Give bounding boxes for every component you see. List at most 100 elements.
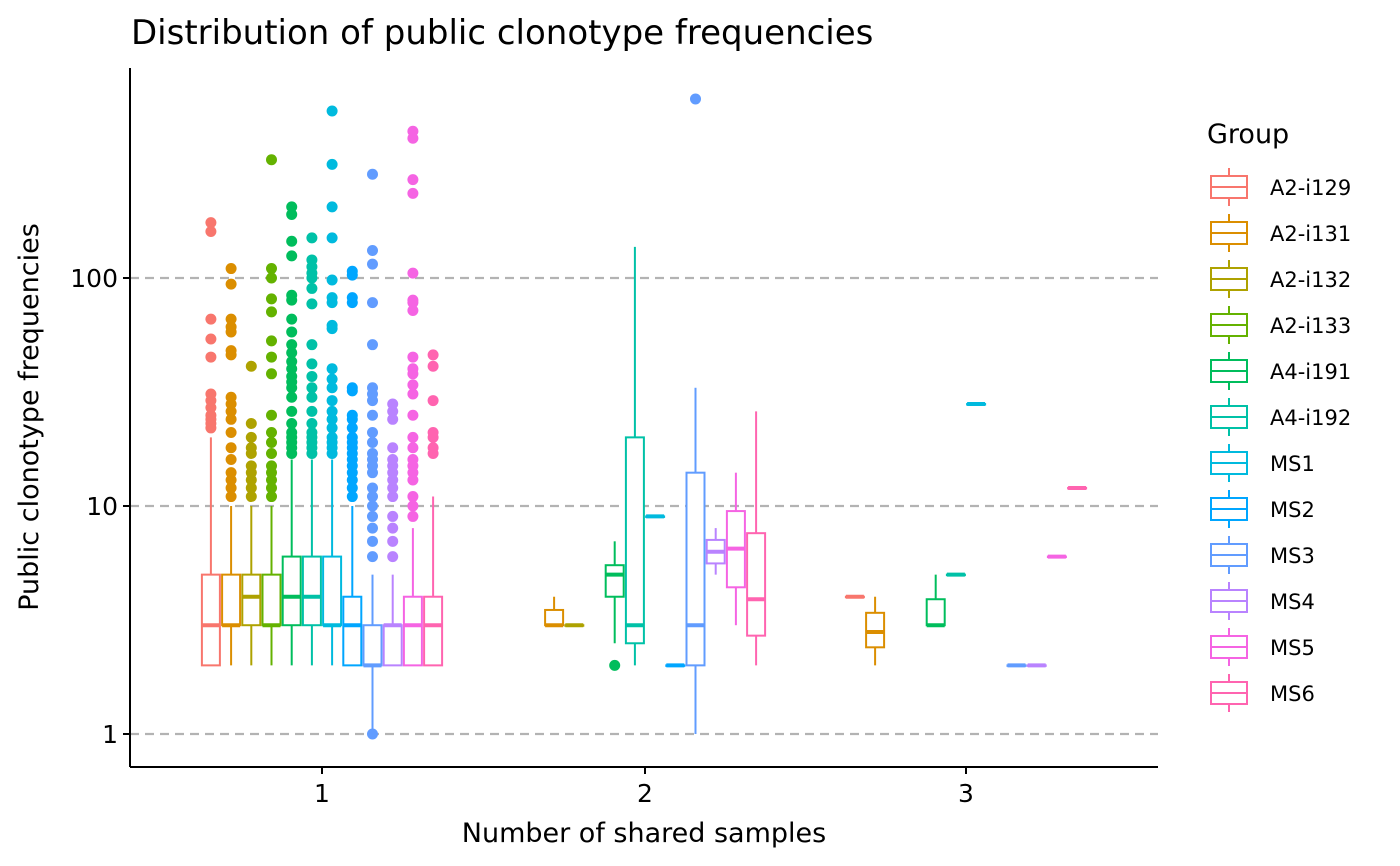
outlier-point xyxy=(326,413,338,425)
outlier-point xyxy=(346,382,358,394)
legend-item-A4-i191: A4-i191 xyxy=(1210,352,1351,390)
outlier-point xyxy=(346,431,358,443)
x-axis-title: Number of shared samples xyxy=(462,818,826,849)
outlier-point xyxy=(286,427,298,439)
x-tick-label: 2 xyxy=(637,779,653,808)
outlier-point xyxy=(266,306,277,318)
outlier-point xyxy=(225,391,237,403)
outlier-point xyxy=(609,659,621,671)
box-MS6-3 xyxy=(1067,485,1088,490)
outlier-point xyxy=(245,431,257,443)
box-A4-i192-2 xyxy=(624,246,645,666)
outlier-point xyxy=(367,258,378,270)
outlier-point xyxy=(407,363,419,375)
box-MS4-1 xyxy=(382,398,403,667)
legend-item-A2-i131: A2-i131 xyxy=(1210,214,1351,252)
box-body xyxy=(685,471,706,667)
box-body xyxy=(624,436,645,645)
outlier-point xyxy=(407,305,419,317)
outlier-point xyxy=(367,168,378,180)
legend-label: A4-i191 xyxy=(1270,360,1351,384)
outlier-point xyxy=(346,265,358,277)
box-A2-i132-1 xyxy=(241,360,262,666)
box-body xyxy=(362,624,383,667)
outlier-point xyxy=(225,345,237,357)
outlier-point xyxy=(427,427,439,439)
legend-items: A2-i129 A2-i131 A2-i132 A2-i133 A4-i191 A4-i1… xyxy=(1210,168,1351,712)
legend-label: MS1 xyxy=(1270,452,1315,476)
legend-item-A4-i192: A4-i192 xyxy=(1210,398,1351,436)
outlier-point xyxy=(225,442,237,454)
outlier-point xyxy=(266,436,277,448)
outlier-point xyxy=(245,442,257,454)
outlier-point xyxy=(407,431,419,443)
outlier-point xyxy=(205,225,217,237)
box-MS1-2 xyxy=(645,514,666,519)
outlier-point xyxy=(225,313,237,325)
outlier-point xyxy=(306,254,318,266)
outlier-point xyxy=(266,263,277,275)
box-MS6-1 xyxy=(423,349,444,667)
x-axis-ticks: 1 2 3 xyxy=(314,767,974,808)
outlier-point xyxy=(326,431,338,443)
legend-item-MS4: MS4 xyxy=(1210,582,1315,620)
outlier-point xyxy=(205,351,217,363)
outlier-point xyxy=(407,174,419,186)
outlier-point xyxy=(326,292,338,304)
box-body xyxy=(402,595,423,667)
outlier-point xyxy=(286,347,298,359)
outlier-point xyxy=(407,388,419,400)
outlier-point xyxy=(326,319,338,331)
outlier-point xyxy=(306,339,318,351)
outlier-point xyxy=(427,395,439,407)
outlier-point xyxy=(407,510,419,522)
box-body xyxy=(342,595,363,667)
outlier-point xyxy=(286,370,298,382)
outlier-point xyxy=(306,370,318,382)
outlier-point xyxy=(286,356,298,368)
outlier-point xyxy=(225,427,237,439)
outlier-point xyxy=(367,500,378,512)
outlier-point xyxy=(387,535,399,547)
outlier-point xyxy=(266,482,277,494)
outlier-point xyxy=(427,349,439,361)
legend: Group A2-i129 A2-i131 A2-i132 A2-i133 A4-i19… xyxy=(1207,119,1351,712)
box-A4-i192-3 xyxy=(945,572,966,577)
outlier-point xyxy=(387,522,399,534)
outlier-point xyxy=(407,187,419,199)
box-A2-i129-3 xyxy=(844,594,865,599)
box-body xyxy=(200,573,221,667)
plot-area xyxy=(200,93,1088,740)
outlier-point xyxy=(205,333,217,345)
y-axis-ticks: 1 10 100 xyxy=(70,264,130,749)
outlier-point xyxy=(266,460,277,472)
outlier-point xyxy=(367,297,378,309)
outlier-point xyxy=(306,232,318,244)
box-MS1-3 xyxy=(966,402,987,407)
outlier-point xyxy=(407,379,419,391)
legend-item-MS1: MS1 xyxy=(1210,444,1315,482)
outlier-point xyxy=(286,405,298,417)
outlier-point xyxy=(367,382,378,394)
outlier-point xyxy=(286,313,298,325)
box-body xyxy=(746,532,767,637)
outlier-point xyxy=(286,235,298,247)
legend-label: A2-i132 xyxy=(1270,268,1351,292)
outlier-point xyxy=(326,422,338,434)
outlier-point xyxy=(407,267,419,279)
outlier-point xyxy=(367,436,378,448)
outlier-point xyxy=(387,442,399,454)
box-body xyxy=(322,555,343,627)
outlier-point xyxy=(245,460,257,472)
y-tick-label: 10 xyxy=(86,492,118,521)
legend-label: MS2 xyxy=(1270,498,1315,522)
outlier-point xyxy=(245,491,257,503)
outlier-point xyxy=(266,154,277,166)
outlier-point xyxy=(266,447,277,459)
outlier-point xyxy=(387,491,399,503)
box-MS5-3 xyxy=(1046,554,1067,559)
legend-item-MS3: MS3 xyxy=(1210,536,1315,574)
box-MS4-2 xyxy=(705,528,726,575)
legend-item-A2-i132: A2-i132 xyxy=(1210,260,1351,298)
